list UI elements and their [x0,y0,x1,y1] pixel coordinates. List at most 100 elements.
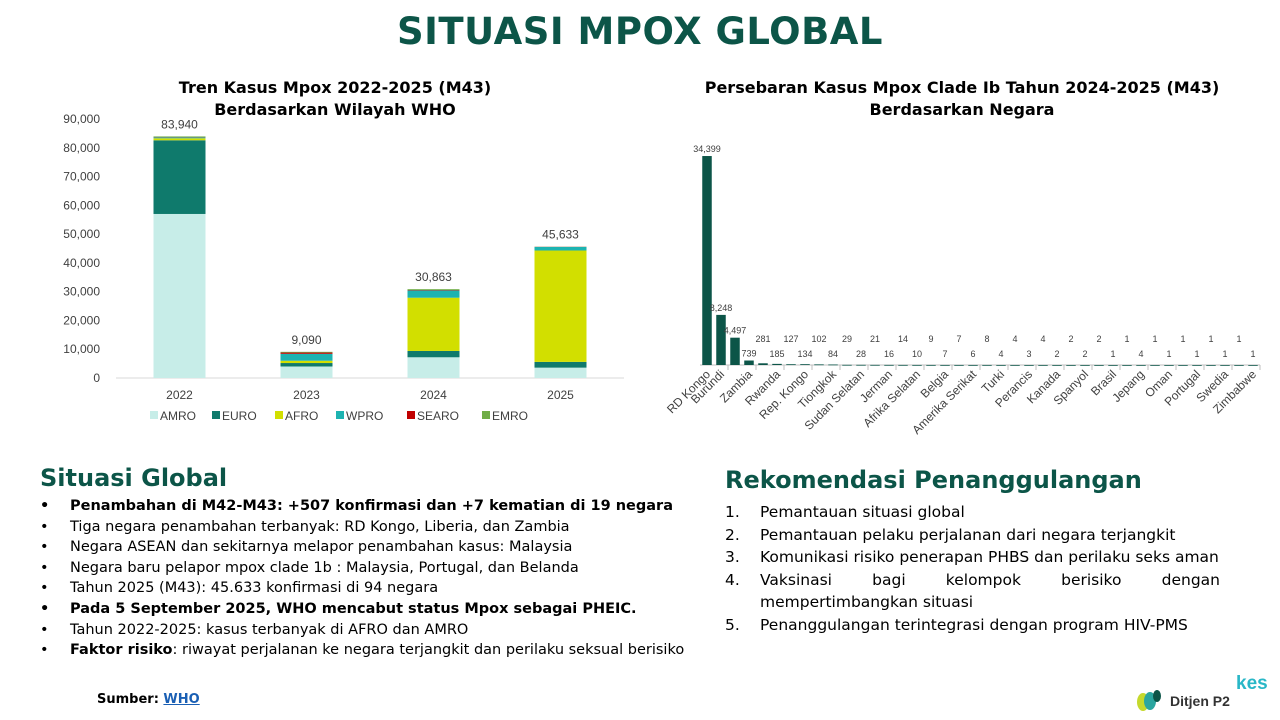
situasi-item: Faktor risiko: riwayat perjalanan ke neg… [40,640,695,661]
country-bar [1122,364,1132,366]
situasi-item: Negara ASEAN dan sekitarnya melapor pena… [40,537,695,558]
bar-value-label: 1 [1180,334,1185,344]
bar-segment-wpro [153,137,206,139]
chart1-title-line2: Berdasarkan Wilayah WHO [214,100,456,119]
legend-swatch-emro [482,411,490,419]
bar-value-label: 2 [1068,334,1073,344]
country-bar [758,363,768,365]
bar-segment-afro [153,138,206,141]
legend-label: AFRO [285,409,318,423]
logo-leaf-icon [1144,692,1156,710]
x-tick-label: 2025 [547,388,574,402]
rekomendasi-num: 5. [725,615,740,634]
situasi-item: Tahun 2022-2025: kasus terbanyak di AFRO… [40,620,695,641]
bar-segment-euro [280,363,333,367]
bar-value-label: 8,248 [710,303,733,313]
y-tick-label: 50,000 [63,227,100,241]
bar-value-label: 185 [769,349,784,359]
total-label: 83,940 [161,117,198,131]
legend-label: WPRO [346,409,383,423]
y-tick-label: 20,000 [63,313,100,327]
country-bar [954,364,964,366]
country-bar [1206,364,1216,366]
bar-value-label: 84 [828,349,838,359]
total-label: 30,863 [415,270,452,284]
x-tick-label: 2024 [420,388,447,402]
bar-value-label: 14 [898,334,908,344]
legend-label: EURO [222,409,257,423]
bar-segment-emro [153,136,206,138]
stacked-bar-chart: 0 10,000 20,000 30,000 40,000 50,000 60,000 70,… [63,112,624,423]
country-bar [1192,364,1202,366]
bar-value-label: 1 [1110,349,1115,359]
bar-segment-searo [280,352,333,354]
legend-label: SEARO [417,409,459,423]
chart1-title-line1: Tren Kasus Mpox 2022-2025 (M43) [178,78,492,97]
rekomendasi-text: Pemantauan situasi global [760,503,965,521]
bar-value-label: 1 [1236,334,1241,344]
bar-segment-euro [534,361,587,368]
page-title: SITUASI MPOX GLOBAL [397,10,883,53]
country-bar [814,364,824,366]
rekomendasi-text: Komunikasi risiko penerapan PHBS dan per… [760,548,1219,566]
country-bar [1164,364,1174,366]
chart1-title: Tren Kasus Mpox 2022-2025 (M43) Berdasar… [110,77,560,121]
rekomendasi-item: 5. Penanggulangan terintegrasi dengan pro… [725,614,1220,637]
source-link[interactable]: WHO [163,692,200,707]
total-label: 45,633 [542,228,579,242]
bar-value-label: 34,399 [693,144,721,154]
bar-value-label: 2 [1054,349,1059,359]
legend-swatch-amro [150,411,158,419]
rekomendasi-list: 1. Pemantauan situasi global 2. Pemantauan… [725,501,1220,636]
bar-segment-euro [407,350,460,358]
chart2-title-line1: Persebaran Kasus Mpox Clade Ib Tahun 202… [704,78,1220,97]
bar-value-label: 8 [984,334,989,344]
x-tick-label: 2022 [166,388,193,402]
total-label: 9,090 [291,333,321,347]
legend-label: AMRO [160,409,196,423]
rekomendasi-text: Vaksinasi bagi kelompok berisiko dengan … [760,570,1220,612]
country-bar [1220,364,1230,366]
situasi-item-bold: Faktor risiko [70,642,173,659]
bar-value-label: 739 [741,349,756,359]
y-tick-label: 90,000 [63,112,100,126]
country-bar [1234,364,1244,366]
bar-value-label: 21 [870,334,880,344]
country-bar [772,363,782,365]
situasi-list: Penambahan di M42-M43: +507 konfirmasi d… [40,496,695,661]
bar-value-label: 1 [1166,349,1171,359]
rekomendasi-item: 4. Vaksinasi bagi kelompok berisiko denga… [725,569,1220,614]
country-bar [744,360,754,365]
bar-value-label: 1 [1250,349,1255,359]
source-note: Sumber: WHO [97,692,200,707]
country-bar [716,314,726,365]
bar-value-label: 28 [856,349,866,359]
country-bar [912,364,922,366]
bar-value-label: 1 [1152,334,1157,344]
country-bar [1080,364,1090,366]
country-bar [982,364,992,366]
country-bar [1052,364,1062,366]
bar-segment-afro [407,297,460,351]
bar-value-label: 16 [884,349,894,359]
logo-tag: kes [1236,673,1268,694]
bar-value-label: 7 [956,334,961,344]
bar-segment-emro [407,289,460,291]
bar-value-label: 1 [1124,334,1129,344]
bar-segment-emro [280,351,333,353]
legend-swatch-wpro [336,411,344,419]
bar-value-label: 9 [928,334,933,344]
country-bar [702,156,712,365]
rekomendasi-title: Rekomendasi Penanggulangan [725,466,1142,494]
bar-value-label: 1 [1208,334,1213,344]
y-tick-label: 30,000 [63,285,100,299]
logo-name: Ditjen P2 [1170,693,1230,709]
bar-value-label: 102 [811,334,826,344]
rekomendasi-text: Penanggulangan terintegrasi dengan progr… [760,615,1188,634]
situasi-item: Tiga negara penambahan terbanyak: RD Kon… [40,517,695,538]
country-bar [800,364,810,365]
bar-segment-afro [534,250,587,362]
country-bar [926,364,936,366]
y-tick-label: 70,000 [63,170,100,184]
y-tick-label: 0 [93,371,100,385]
